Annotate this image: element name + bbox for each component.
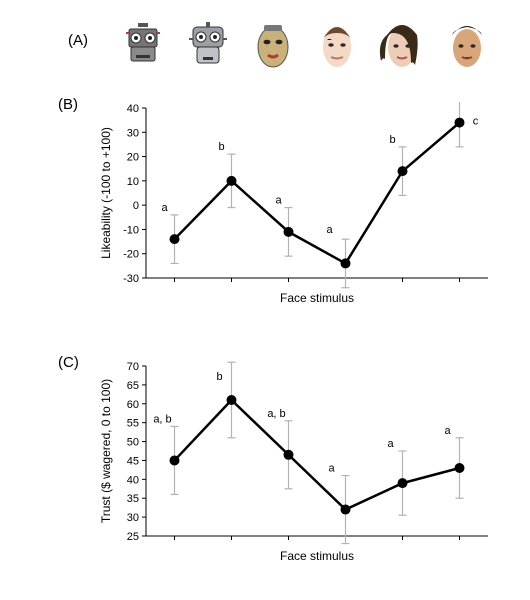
svg-text:25: 25 xyxy=(127,531,139,543)
svg-text:a: a xyxy=(387,438,394,450)
svg-text:20: 20 xyxy=(127,152,139,164)
svg-text:70: 70 xyxy=(127,361,139,373)
svg-text:a: a xyxy=(444,425,451,437)
svg-text:60: 60 xyxy=(127,399,139,411)
svg-text:40: 40 xyxy=(127,474,139,486)
svg-text:a, b: a, b xyxy=(267,408,285,420)
panel-a-label: (A) xyxy=(68,32,88,49)
svg-text:b: b xyxy=(389,134,395,146)
svg-text:50: 50 xyxy=(127,437,139,449)
svg-text:65: 65 xyxy=(127,380,139,392)
svg-text:c: c xyxy=(473,115,479,127)
svg-text:Trust ($ wagered, 0 to 100): Trust ($ wagered, 0 to 100) xyxy=(99,379,113,523)
svg-text:b: b xyxy=(216,371,222,383)
svg-text:30: 30 xyxy=(127,512,139,524)
svg-text:30: 30 xyxy=(127,127,139,139)
svg-text:40: 40 xyxy=(127,103,139,115)
svg-text:10: 10 xyxy=(127,176,139,188)
svg-text:-30: -30 xyxy=(123,273,139,285)
svg-text:b: b xyxy=(218,141,224,153)
svg-text:a: a xyxy=(161,202,168,214)
svg-text:a: a xyxy=(328,463,335,475)
svg-text:a: a xyxy=(326,224,333,236)
svg-text:Face stimulus: Face stimulus xyxy=(280,549,354,563)
figure-root: (A) (B) (C) xyxy=(0,0,530,600)
svg-text:-10: -10 xyxy=(123,224,139,236)
svg-text:Face stimulus: Face stimulus xyxy=(280,291,354,305)
svg-text:55: 55 xyxy=(127,418,139,430)
svg-text:35: 35 xyxy=(127,493,139,505)
face-row xyxy=(115,18,495,78)
svg-text:a, b: a, b xyxy=(153,413,171,425)
android-face-icon xyxy=(309,18,365,74)
humanoid-mask-icon xyxy=(245,18,301,74)
likeability-chart: -30 -20 -10 0 10 20 30 40 a b a a b c Face stimulus Lik… xyxy=(98,102,498,312)
svg-text:Likeability (-100 to +100): Likeability (-100 to +100) xyxy=(99,127,113,259)
human-face-icon xyxy=(439,18,495,74)
panel-b-label: (B) xyxy=(58,96,78,113)
svg-text:0: 0 xyxy=(133,200,139,212)
mechanical-robot-1-icon xyxy=(115,18,171,74)
cg-human-face-icon xyxy=(374,18,430,74)
svg-text:-20: -20 xyxy=(123,249,139,261)
svg-text:a: a xyxy=(275,195,282,207)
svg-text:45: 45 xyxy=(127,455,139,467)
trust-chart: 25 30 35 40 45 50 55 60 65 70 a, b b a, b a a a Face sti… xyxy=(98,360,498,570)
panel-c-label: (C) xyxy=(58,354,79,371)
mechanical-robot-2-icon xyxy=(180,18,236,74)
